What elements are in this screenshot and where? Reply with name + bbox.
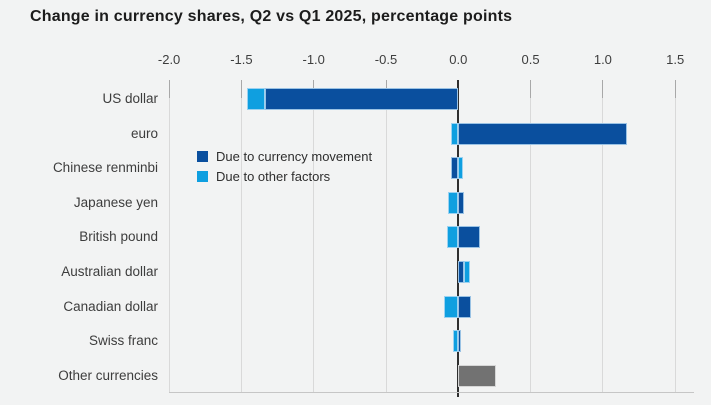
bar-other-currencies-total bbox=[458, 364, 496, 387]
category-label-swiss-franc: Swiss franc bbox=[88, 333, 158, 349]
gridline-1.5 bbox=[674, 80, 676, 392]
tick-mark-0.5 bbox=[530, 80, 532, 98]
bar-japanese-yen-due-to-other-factors bbox=[448, 191, 459, 214]
category-label-british-pound: British pound bbox=[79, 229, 158, 245]
bar-australian-dollar-due-to-other-factors bbox=[464, 261, 470, 283]
category-label-australian-dollar: Australian dollar bbox=[61, 264, 158, 279]
category-label-japanese-yen: Japanese yen bbox=[73, 194, 158, 210]
category-label-us-dollar: US dollar bbox=[102, 91, 158, 106]
bar-canadian-dollar-due-to-currency-movement bbox=[458, 295, 472, 318]
legend-label-currency-movement: Due to currency movement bbox=[216, 148, 373, 164]
category-label-other-currencies: Other currencies bbox=[58, 367, 158, 383]
x-tick-label-1.5: 1.5 bbox=[666, 52, 685, 67]
bar-japanese-yen-due-to-currency-movement bbox=[458, 191, 465, 214]
bar-chinese-renminbi-due-to-other-factors bbox=[458, 157, 463, 180]
bar-euro-due-to-currency-movement bbox=[458, 122, 628, 145]
bar-us-dollar-due-to-other-factors bbox=[247, 88, 265, 110]
legend-item-other-factors: Due to other factors bbox=[197, 166, 372, 186]
gridline--0.5 bbox=[385, 80, 387, 392]
tick-mark--1.5 bbox=[240, 80, 242, 98]
bar-british-pound-due-to-currency-movement bbox=[458, 226, 480, 249]
chart-title: Change in currency shares, Q2 vs Q1 2025… bbox=[30, 8, 513, 25]
gridline-1.0 bbox=[602, 80, 604, 392]
x-tick-label--2.0: -2.0 bbox=[157, 52, 181, 67]
plot-baseline bbox=[169, 392, 694, 393]
category-label-chinese-renminbi: Chinese renminbi bbox=[52, 160, 158, 176]
bar-australian-dollar-due-to-currency-movement bbox=[458, 261, 465, 283]
legend-swatch-dark-blue-icon bbox=[197, 150, 208, 162]
bar-swiss-franc-due-to-currency-movement bbox=[458, 330, 462, 353]
legend-item-currency-movement: Due to currency movement bbox=[197, 146, 372, 166]
gridline--1.5 bbox=[240, 80, 242, 392]
tick-mark--2.0 bbox=[168, 80, 170, 98]
legend-swatch-light-blue-icon bbox=[197, 170, 208, 182]
bar-british-pound-due-to-other-factors bbox=[446, 226, 459, 249]
gridline--1.0 bbox=[313, 80, 315, 392]
gridline--2.0 bbox=[168, 80, 170, 392]
bar-euro-due-to-other-factors bbox=[451, 122, 459, 145]
bar-chinese-renminbi-due-to-currency-movement bbox=[451, 157, 459, 180]
x-tick-label-0.5: 0.5 bbox=[521, 52, 540, 67]
x-tick-label-0.0: 0.0 bbox=[449, 52, 468, 67]
bar-canadian-dollar-due-to-other-factors bbox=[443, 295, 459, 318]
x-tick-label-1.0: 1.0 bbox=[593, 52, 612, 67]
x-tick-label--0.5: -0.5 bbox=[374, 52, 398, 67]
bar-swiss-franc-due-to-other-factors bbox=[452, 330, 459, 353]
chart-legend: Due to currency movement Due to other fa… bbox=[197, 146, 372, 186]
legend-label-other-factors: Due to other factors bbox=[216, 168, 331, 184]
x-tick-label--1.5: -1.5 bbox=[230, 52, 253, 67]
tick-mark-1.0 bbox=[602, 80, 604, 98]
x-tick-label--1.0: -1.0 bbox=[302, 52, 325, 67]
tick-mark-1.5 bbox=[674, 80, 676, 98]
gridline-0.5 bbox=[530, 80, 532, 392]
category-label-canadian-dollar: Canadian dollar bbox=[63, 298, 158, 314]
category-label-euro: euro bbox=[130, 125, 158, 141]
bar-us-dollar-due-to-currency-movement bbox=[264, 88, 459, 110]
